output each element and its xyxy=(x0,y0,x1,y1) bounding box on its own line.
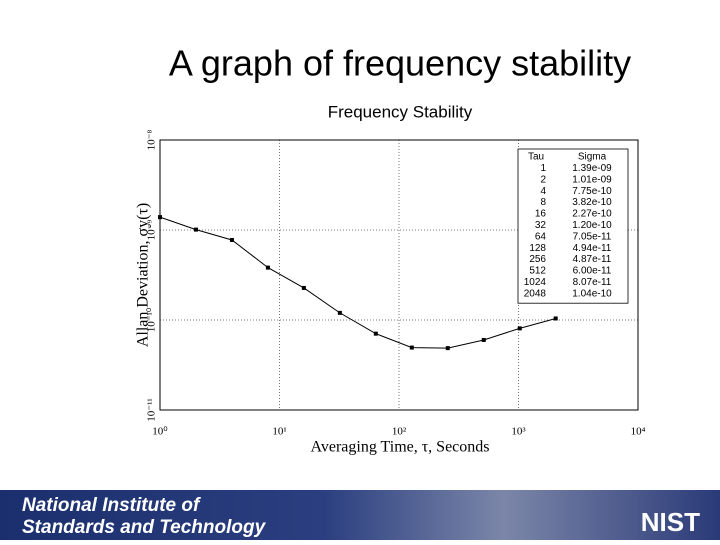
legend-sigma: 1.39e-09 xyxy=(572,163,612,174)
data-point xyxy=(517,326,522,331)
data-point xyxy=(301,285,306,290)
legend-sigma: 6.00e-11 xyxy=(573,266,612,277)
series-line xyxy=(159,216,556,349)
legend-sigma: 8.07e-11 xyxy=(573,277,612,288)
legend-sigma: 1.01e-09 xyxy=(572,174,612,185)
legend-tau: 16 xyxy=(535,209,547,220)
x-tick-label: 10⁰ xyxy=(152,426,168,438)
plot-frame xyxy=(159,139,639,411)
footer-logo: NIST xyxy=(641,507,700,537)
data-point xyxy=(481,337,486,342)
legend-tau: 8 xyxy=(540,197,546,208)
data-point xyxy=(158,215,162,220)
x-tick-label: 10³ xyxy=(511,426,526,438)
x-tick-label: 10² xyxy=(392,426,407,438)
x-tick-label: 10¹ xyxy=(272,426,286,438)
legend-tau: 2 xyxy=(540,174,546,185)
y-tick-label: 10⁻¹¹ xyxy=(146,398,158,421)
legend-tau: 32 xyxy=(535,220,547,231)
data-point xyxy=(265,265,270,270)
legend-sigma: 1.20e-10 xyxy=(572,220,612,231)
legend-sigma: 1.04e-10 xyxy=(572,288,612,299)
legend-tau: 4 xyxy=(540,186,546,197)
legend-box xyxy=(517,148,629,304)
slide-title: A graph of frequency stability xyxy=(169,43,631,84)
legend-tau: 128 xyxy=(529,243,546,254)
footer-text: Standards and Technology xyxy=(22,517,267,538)
data-point xyxy=(229,237,234,242)
legend-header: Sigma xyxy=(578,152,607,163)
y-tick-label: 10⁻⁹ xyxy=(146,220,158,241)
legend-tau: 64 xyxy=(535,231,547,242)
data-point xyxy=(193,227,198,232)
legend-sigma: 7.75e-10 xyxy=(572,186,612,197)
y-tick-label: 10⁻¹⁰ xyxy=(146,307,158,332)
data-point xyxy=(553,316,558,321)
data-point xyxy=(445,346,450,351)
y-tick-label: 10⁻⁸ xyxy=(146,130,158,151)
legend-sigma: 4.94e-11 xyxy=(573,243,612,254)
legend-header: Tau xyxy=(528,152,544,163)
legend-sigma: 3.82e-10 xyxy=(572,197,612,208)
legend-tau: 1 xyxy=(540,163,546,174)
data-point xyxy=(337,310,342,315)
footer-text: National Institute of xyxy=(22,495,201,516)
chart-title: Frequency Stability xyxy=(328,102,473,121)
legend-tau: 2048 xyxy=(524,288,547,299)
plot: 10⁰ 10¹ 10² 10³ 10⁴ 10⁻¹¹ 10⁻¹⁰ 10⁻⁹ 10⁻⁸ Averagi… xyxy=(135,130,646,456)
data-point xyxy=(409,345,414,350)
legend-tau: 1024 xyxy=(524,277,547,288)
legend-sigma: 4.87e-11 xyxy=(573,254,612,265)
footer-band xyxy=(0,490,720,540)
legend-sigma: 2.27e-10 xyxy=(572,209,612,220)
x-tick-label: 10⁴ xyxy=(631,426,646,438)
y-axis-label: Allan Deviation, σy(τ) xyxy=(135,203,152,347)
x-axis-label: Averaging Time, τ, Seconds xyxy=(310,439,489,456)
legend-tau: 512 xyxy=(529,266,546,277)
legend-tau: 256 xyxy=(529,254,546,265)
legend-sigma: 7.05e-11 xyxy=(573,231,612,242)
data-point xyxy=(373,331,378,336)
